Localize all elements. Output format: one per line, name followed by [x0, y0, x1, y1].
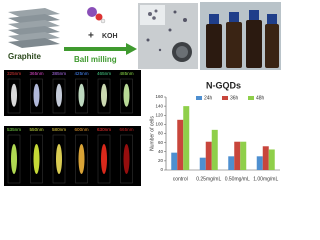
vial-glow: [101, 144, 107, 174]
legend-swatch: [196, 96, 202, 100]
vial: [75, 78, 88, 114]
vial: [97, 134, 111, 184]
graphical-abstract: Graphite + KOH Ball milling 325nm 365nm 38…: [4, 2, 281, 186]
vial-glow: [78, 83, 85, 107]
bar: [183, 106, 190, 170]
process-label: Ball milling: [74, 55, 117, 64]
legend-swatch: [222, 96, 228, 100]
vial: [52, 78, 66, 114]
vial: [75, 134, 88, 184]
y-tick-label: 20: [158, 158, 164, 163]
bottles-photo: [200, 2, 281, 70]
tem-image: [138, 3, 198, 69]
excitation-label: 365nm: [29, 71, 43, 76]
vial-glow: [11, 144, 17, 174]
y-tick-label: 120: [155, 112, 163, 117]
y-tick-label: 40: [158, 149, 164, 154]
bar: [199, 157, 206, 170]
excitation-label: 550nm: [29, 127, 43, 132]
graphite-illustration: [8, 8, 60, 48]
vial: [97, 78, 111, 114]
vial: [52, 134, 66, 184]
bar: [234, 141, 241, 170]
vial: [30, 78, 43, 114]
vial-glow: [123, 83, 130, 107]
y-axis-label: Number of cells: [149, 116, 155, 151]
vial-glow: [33, 144, 40, 174]
vial-glow: [11, 83, 17, 107]
vial: [7, 78, 21, 114]
excitation-label: 425nm: [74, 71, 88, 76]
legend-swatch: [248, 96, 254, 100]
bar: [171, 152, 178, 170]
bar: [228, 156, 235, 170]
koh-molecule: [87, 7, 106, 24]
vial-glow: [56, 83, 62, 107]
y-tick-label: 140: [155, 103, 163, 108]
bar: [205, 141, 212, 170]
excitation-label: 600nm: [74, 127, 88, 132]
bar: [256, 156, 263, 170]
y-tick-label: 0: [160, 167, 163, 172]
bar: [177, 119, 184, 170]
vial: [7, 134, 21, 184]
product-label: N-GQDs: [206, 80, 241, 90]
excitation-label: 485nm: [119, 71, 133, 76]
fluorescence-panel: [4, 126, 141, 186]
y-tick-label: 100: [155, 122, 163, 127]
excitation-label: 630nm: [97, 127, 111, 132]
excitation-label: 325nm: [7, 71, 21, 76]
bar: [211, 129, 218, 170]
vial: [120, 134, 133, 184]
legend-label: 24h: [204, 95, 213, 101]
vial: [120, 78, 133, 114]
legend-label: 36h: [230, 95, 239, 101]
excitation-label: 465nm: [97, 71, 111, 76]
vial: [30, 134, 43, 184]
process-arrow: [64, 43, 137, 55]
excitation-label: 665nm: [119, 127, 133, 132]
koh-label: KOH: [102, 33, 118, 40]
x-tick-label: 1.00mg/mL: [253, 176, 278, 182]
fluorescence-groups: 325nm 365nm 385nm 425nm 465nm 485nm 535nm 550nm…: [7, 71, 134, 184]
graphite-label: Graphite: [8, 52, 41, 61]
legend-label: 48h: [256, 95, 265, 101]
plus-sign: +: [88, 31, 94, 42]
y-tick-label: 80: [158, 131, 164, 136]
bar: [240, 141, 247, 170]
vial-glow: [123, 144, 130, 174]
excitation-label: 535nm: [7, 127, 21, 132]
bar-chart: Number of cells 0 20 40 60 80 100 120 140 160 cont…: [149, 94, 280, 182]
excitation-label: 580nm: [52, 127, 66, 132]
bar: [262, 146, 269, 170]
vial-glow: [56, 144, 62, 174]
x-tick-label: 0.25mg/mL: [196, 176, 221, 182]
x-tick-label: 0.50mg/mL: [225, 176, 250, 182]
y-tick-label: 160: [155, 94, 163, 99]
bar: [268, 149, 275, 170]
x-tick-label: control: [173, 176, 188, 182]
y-tick-label: 60: [158, 140, 164, 145]
vial-glow: [33, 83, 40, 107]
fluorescence-panel: [4, 70, 141, 116]
vial-glow: [78, 144, 85, 174]
excitation-label: 385nm: [52, 71, 66, 76]
vial-glow: [101, 83, 107, 107]
